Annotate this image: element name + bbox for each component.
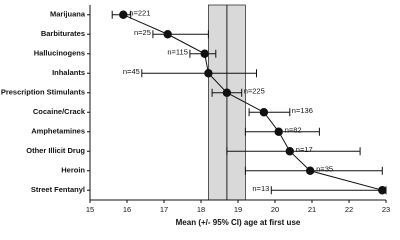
point — [305, 166, 315, 175]
point — [204, 69, 213, 78]
point — [222, 88, 232, 97]
point — [163, 30, 172, 39]
x-tick-label: 22 — [345, 205, 353, 214]
n-label: n=35 — [316, 165, 333, 174]
n-label: n=221 — [129, 9, 150, 18]
category-label: Heroin — [61, 166, 85, 175]
point — [259, 108, 269, 117]
n-label: n=225 — [244, 87, 265, 96]
n-label: n=13 — [252, 184, 269, 193]
x-tick-label: 18 — [197, 205, 205, 214]
chart: Mean (+/- 95% CI) age at first use 15 16 1… — [1, 4, 390, 227]
category-label: Street Fentanyl — [31, 185, 85, 194]
point — [274, 127, 283, 136]
category-label: Inhalants — [52, 68, 85, 77]
category-label: Barbiturates — [41, 29, 85, 38]
category-label: Cocaine/Crack — [33, 107, 86, 116]
x-tick-label: 23 — [382, 205, 390, 214]
n-label: n=82 — [285, 126, 302, 135]
point — [119, 10, 128, 19]
n-label: n=136 — [292, 106, 313, 115]
category-label: Marijuana — [50, 10, 86, 19]
n-label: n=115 — [167, 48, 188, 57]
x-tick-label: 20 — [271, 205, 279, 214]
point — [200, 49, 209, 58]
point — [378, 186, 387, 195]
x-tick-label: 17 — [160, 205, 168, 214]
x-tick-label: 15 — [86, 205, 94, 214]
n-label: n=17 — [296, 145, 313, 154]
n-label: n=45 — [123, 67, 140, 76]
x-tick-label: 19 — [234, 205, 242, 214]
category-label: Hallucinogens — [34, 49, 85, 58]
category-label: Other Illicit Drug — [26, 146, 85, 155]
x-tick-label: 16 — [123, 205, 131, 214]
n-label: n=25 — [134, 28, 151, 37]
connecting-line — [123, 14, 383, 191]
x-tick-label: 21 — [308, 205, 316, 214]
point — [285, 147, 294, 156]
category-label: Amphetamines — [31, 127, 85, 136]
x-axis-label: Mean (+/- 95% CI) age at first use — [176, 218, 301, 227]
category-label: Prescription Stimulants — [1, 88, 85, 97]
